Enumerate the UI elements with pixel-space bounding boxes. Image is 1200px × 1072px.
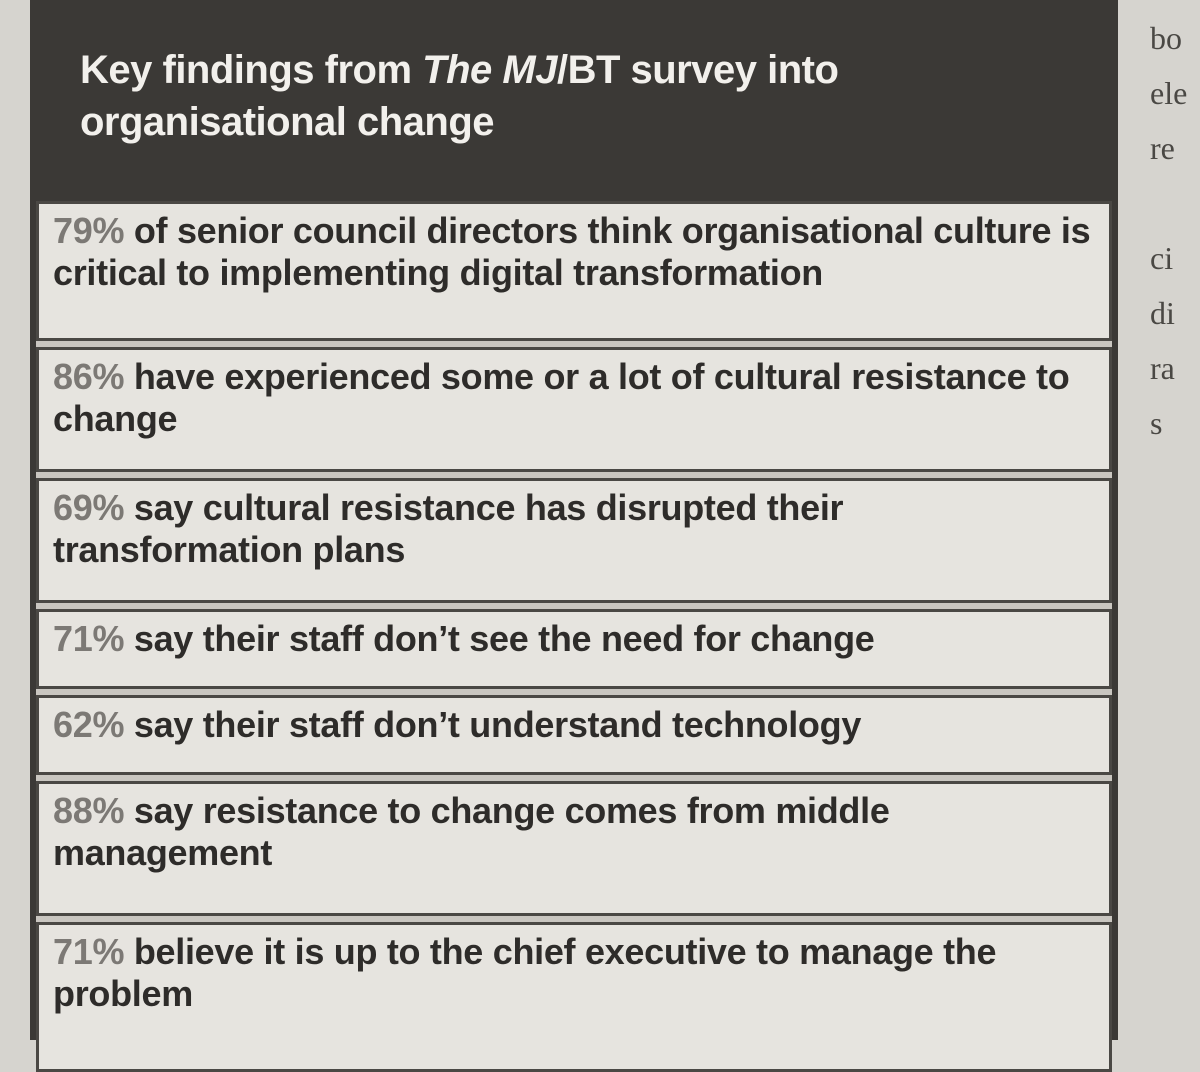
margin-fragment: di xyxy=(1150,295,1175,331)
finding-row: 71% believe it is up to the chief execut… xyxy=(36,922,1112,1072)
finding-row: 79% of senior council directors think or… xyxy=(36,201,1112,341)
margin-fragment: ele xyxy=(1150,75,1188,111)
finding-percent: 62% xyxy=(53,704,125,745)
finding-text: of senior council directors think organi… xyxy=(53,210,1091,293)
finding-percent: 71% xyxy=(53,618,125,659)
margin-fragment: ra xyxy=(1150,350,1175,386)
finding-row: 62% say their staff don’t understand tec… xyxy=(36,695,1112,775)
finding-row: 69% say cultural resistance has disrupte… xyxy=(36,478,1112,603)
finding-row: 71% say their staff don’t see the need f… xyxy=(36,609,1112,689)
margin-text: bo ele re ci di ra s xyxy=(1150,20,1187,460)
finding-percent: 71% xyxy=(53,931,125,972)
margin-fragment: bo xyxy=(1150,20,1182,56)
findings-list: 79% of senior council directors think or… xyxy=(36,201,1112,1072)
title-italic: The MJ xyxy=(422,48,557,92)
finding-text: have experienced some or a lot of cultur… xyxy=(53,356,1070,439)
finding-percent: 79% xyxy=(53,210,125,251)
finding-percent: 86% xyxy=(53,356,125,397)
finding-text: say cultural resistance has disrupted th… xyxy=(53,487,844,570)
header: Key findings from The MJ/BT survey into … xyxy=(36,6,1112,201)
margin-fragment: re xyxy=(1150,130,1175,166)
finding-text: say resistance to change comes from midd… xyxy=(53,790,890,873)
title-end: /BT survey into organisational change xyxy=(80,48,839,144)
finding-percent: 69% xyxy=(53,487,125,528)
finding-text: say their staff don’t see the need for c… xyxy=(133,618,875,659)
finding-row: 86% have experienced some or a lot of cu… xyxy=(36,347,1112,472)
margin-fragment: ci xyxy=(1150,240,1174,276)
finding-row: 88% say resistance to change comes from … xyxy=(36,781,1112,916)
margin-fragment: s xyxy=(1150,405,1163,441)
finding-text: say their staff don’t understand technol… xyxy=(133,704,862,745)
finding-text: believe it is up to the chief executive … xyxy=(53,931,997,1014)
title-start: Key findings from xyxy=(80,48,412,92)
findings-box: Key findings from The MJ/BT survey into … xyxy=(30,0,1118,1072)
finding-percent: 88% xyxy=(53,790,125,831)
